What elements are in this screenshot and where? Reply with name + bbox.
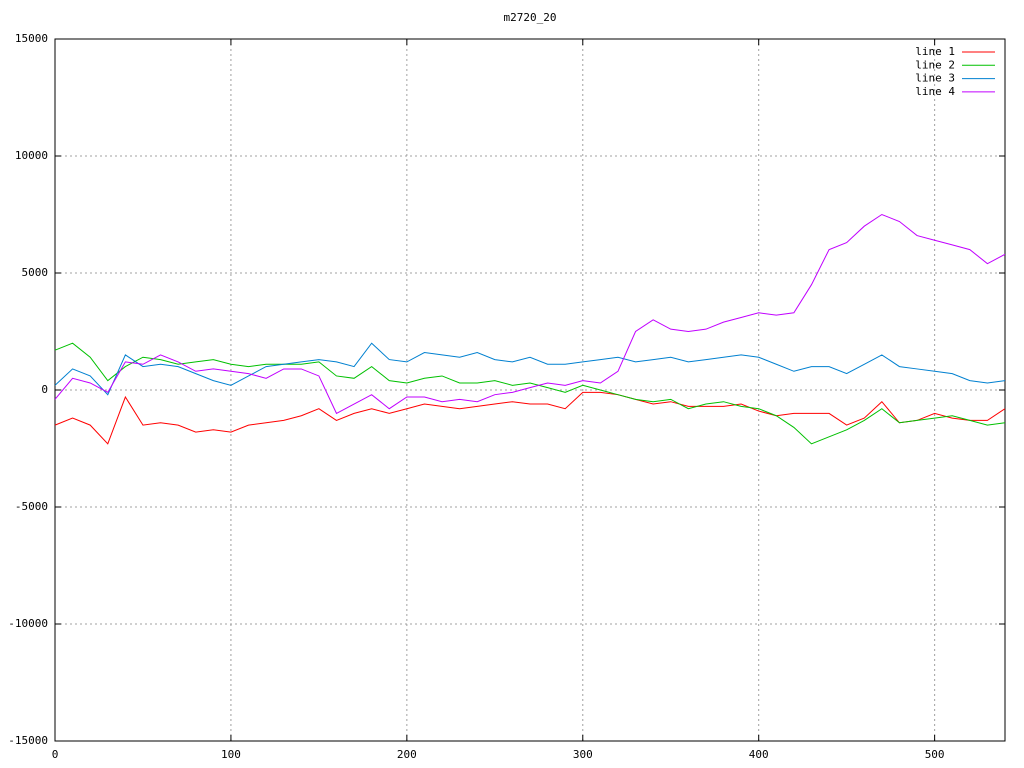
x-tick-label: 100: [221, 748, 241, 761]
y-tick-label: 5000: [22, 266, 49, 279]
y-tick-label: -10000: [8, 617, 48, 630]
legend-label: line 4: [915, 85, 955, 98]
chart-title: m2720_20: [504, 11, 557, 24]
y-tick-label: 0: [41, 383, 48, 396]
x-tick-label: 400: [749, 748, 769, 761]
legend-label: line 2: [915, 58, 955, 71]
legend-label: line 1: [915, 45, 955, 58]
x-tick-label: 300: [573, 748, 593, 761]
series-line: [54, 342, 1006, 445]
x-tick-label: 500: [925, 748, 945, 761]
y-tick-label: -15000: [8, 734, 48, 747]
series-line: [54, 213, 1006, 415]
x-tick-label: 200: [397, 748, 417, 761]
legend-label: line 3: [915, 72, 955, 85]
y-tick-label: 10000: [15, 149, 48, 162]
plot-border: [54, 38, 1006, 742]
x-tick-label: 0: [52, 748, 59, 761]
series-line: [54, 391, 1006, 445]
y-tick-label: -5000: [15, 500, 48, 513]
series-line: [54, 342, 1006, 396]
y-tick-label: 15000: [15, 32, 48, 45]
